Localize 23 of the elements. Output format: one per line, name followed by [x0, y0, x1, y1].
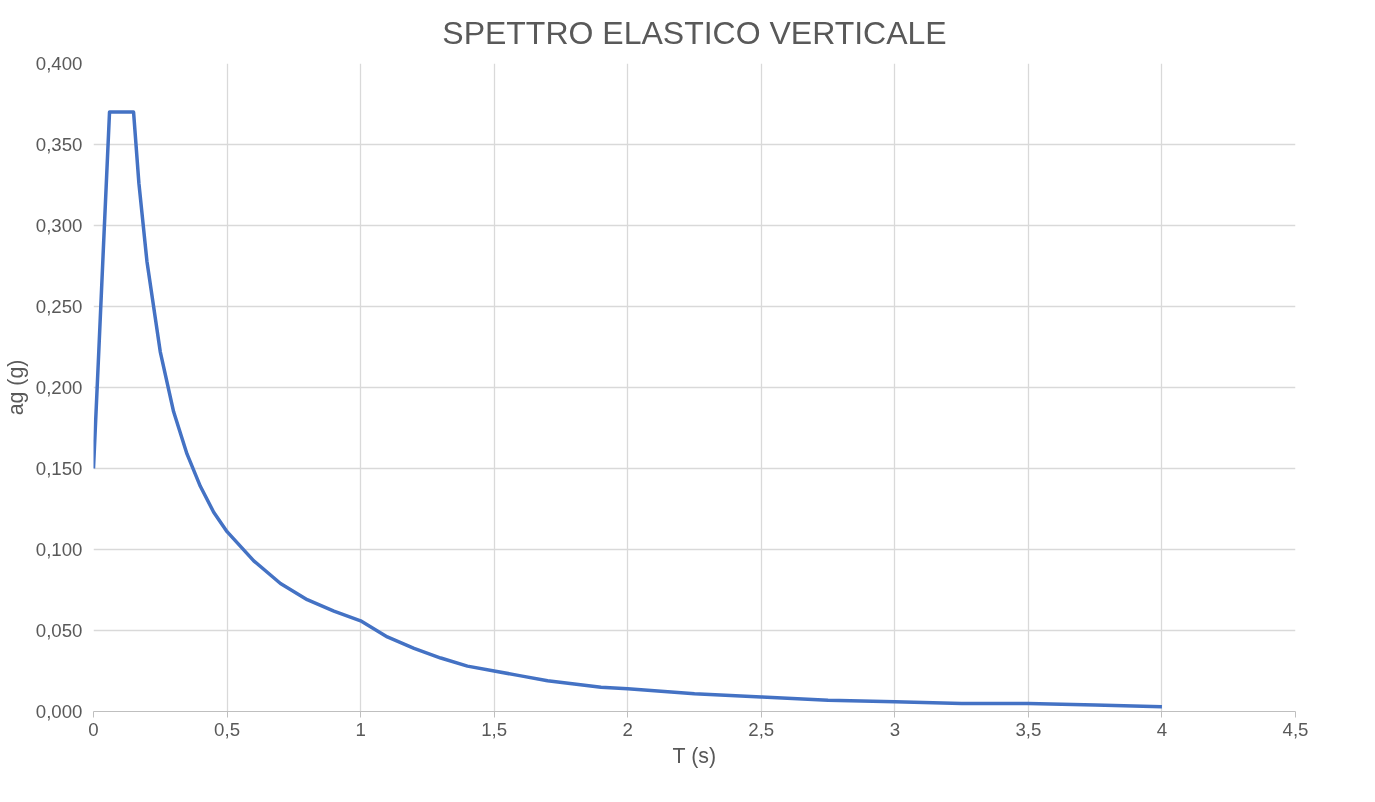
x-tick-label: 4 — [1156, 718, 1168, 740]
y-tick-label: 0,250 — [35, 296, 83, 317]
x-tick-label: 2,5 — [748, 718, 775, 740]
y-tick-label: 0,150 — [35, 458, 83, 479]
x-tick-label: 1,5 — [481, 718, 508, 740]
y-tick-label: 0,100 — [35, 539, 83, 560]
y-axis-title: ag (g) — [3, 359, 28, 416]
x-tick-label: 3 — [889, 718, 901, 740]
x-tick-label: 3,5 — [1015, 718, 1042, 740]
chart-title: SPETTRO ELASTICO VERTICALE — [442, 15, 947, 51]
y-tick-label: 0,050 — [35, 620, 83, 641]
x-tick-label: 1 — [355, 718, 366, 740]
x-tick-label: 2 — [622, 718, 633, 740]
y-tick-label: 0,200 — [35, 377, 83, 398]
x-tick-label: 4,5 — [1282, 718, 1309, 740]
x-tick-label: 0 — [88, 718, 99, 740]
y-tick-label: 0,350 — [35, 134, 83, 155]
x-axis-title: T (s) — [672, 743, 717, 768]
x-tick-label: 0,5 — [214, 718, 241, 740]
y-tick-label: 0,000 — [35, 701, 83, 722]
y-tick-label: 0,300 — [35, 215, 83, 236]
line-series — [93, 110, 1164, 709]
y-tick-label: 0,400 — [35, 53, 83, 74]
